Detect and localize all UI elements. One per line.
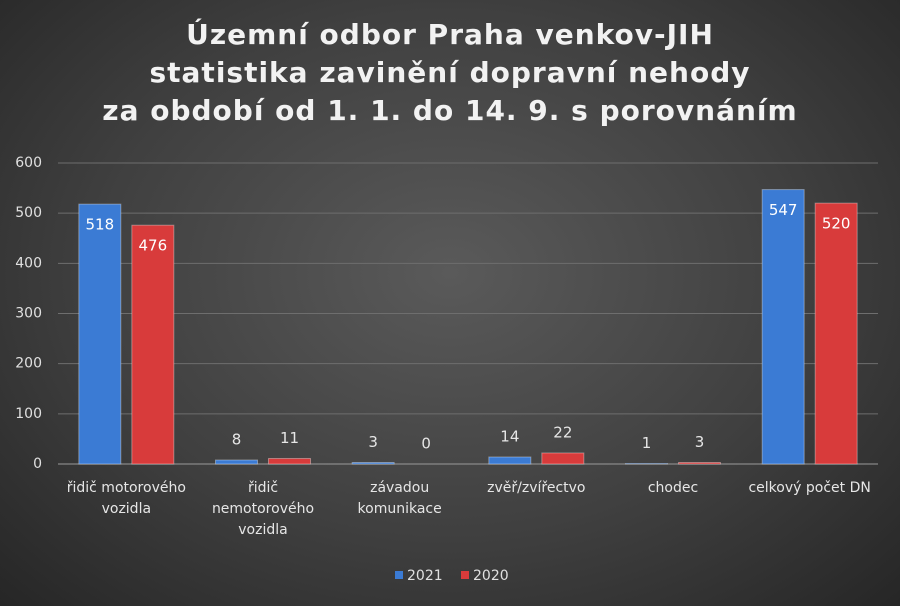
y-tick-label: 300 bbox=[15, 306, 42, 322]
y-tick-label: 0 bbox=[33, 456, 42, 472]
data-label: 8 bbox=[232, 430, 242, 448]
legend-label: 2021 bbox=[407, 568, 443, 584]
legend-marker bbox=[395, 571, 403, 579]
data-label: 11 bbox=[280, 429, 299, 447]
y-tick-label: 200 bbox=[15, 356, 42, 372]
data-label: 14 bbox=[500, 427, 519, 445]
legend-marker bbox=[461, 571, 469, 579]
x-tick-label: celkový počet DN bbox=[748, 480, 871, 496]
bar bbox=[488, 456, 532, 465]
bar bbox=[678, 461, 721, 465]
x-tick-label: zvěř/zvířectvo bbox=[487, 480, 586, 496]
y-tick-label: 400 bbox=[15, 255, 42, 271]
data-label: 1 bbox=[642, 434, 652, 452]
bar bbox=[625, 462, 668, 465]
x-tick-label: řidič motorového vozidla bbox=[66, 480, 186, 517]
bar bbox=[814, 202, 858, 465]
y-tick-label: 600 bbox=[15, 155, 42, 171]
bar bbox=[78, 203, 122, 465]
bar bbox=[351, 461, 395, 465]
y-tick-label: 500 bbox=[15, 205, 42, 221]
data-label: 547 bbox=[769, 201, 798, 219]
data-label: 22 bbox=[553, 423, 572, 441]
data-label: 476 bbox=[139, 237, 168, 255]
x-tick-label: chodec bbox=[647, 480, 699, 496]
data-label: 3 bbox=[368, 433, 378, 451]
bar bbox=[215, 459, 258, 465]
legend-label: 2020 bbox=[473, 568, 509, 584]
x-tick-label: řidič nemotorového vozidla bbox=[211, 480, 315, 538]
bar bbox=[541, 452, 585, 465]
x-tick-label: závadou komunikace bbox=[357, 480, 442, 517]
bar bbox=[131, 224, 175, 465]
data-label: 0 bbox=[421, 435, 431, 453]
y-tick-label: 100 bbox=[15, 406, 42, 422]
chart-title: statistika zavinění dopravní nehody bbox=[149, 56, 751, 89]
chart-title: za období od 1. 1. do 14. 9. s porovnání… bbox=[102, 94, 798, 127]
chart-title: Územní odbor Praha venkov-JIH bbox=[186, 18, 714, 51]
bar bbox=[761, 189, 805, 465]
data-label: 520 bbox=[822, 215, 851, 233]
data-label: 518 bbox=[86, 216, 115, 234]
bar bbox=[268, 457, 311, 465]
data-label: 3 bbox=[695, 433, 705, 451]
